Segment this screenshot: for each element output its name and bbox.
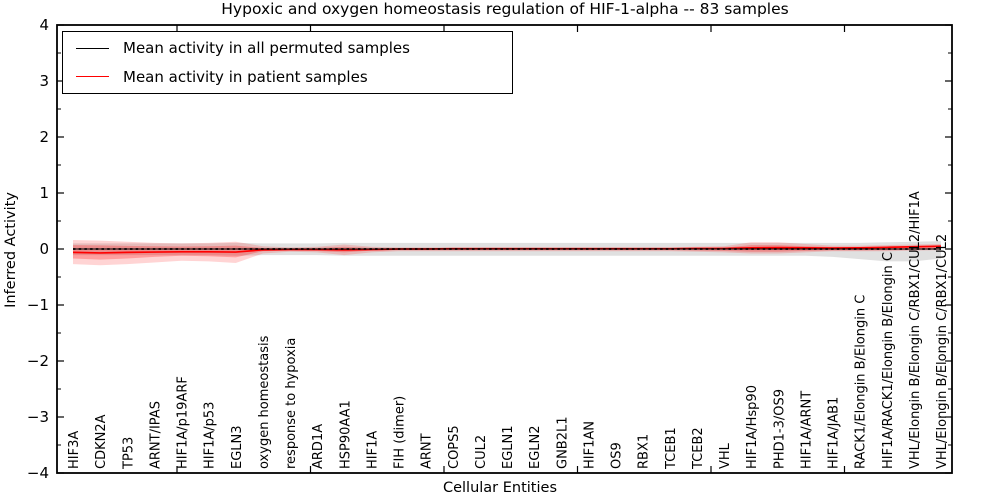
- category-label: HSP90AA1: [338, 400, 353, 469]
- category-label: HIF1A: [365, 431, 380, 469]
- legend: Mean activity in all permuted samples Me…: [62, 31, 513, 94]
- category-label: response to hypoxia: [284, 338, 299, 469]
- category-label: ARNT: [420, 433, 435, 469]
- y-tick-label: −1: [27, 296, 49, 314]
- category-label: HIF3A: [67, 431, 82, 469]
- category-label: OS9: [610, 442, 625, 469]
- category-label: oxygen homeostasis: [257, 335, 272, 469]
- category-label: HIF1A/p19ARF: [176, 376, 191, 469]
- category-label: TP53: [121, 437, 136, 470]
- y-tick-label: −3: [27, 408, 49, 426]
- category-label: HIF1A/ARNT: [799, 391, 814, 469]
- y-tick-label: 3: [39, 72, 49, 90]
- category-label: CUL2: [474, 435, 489, 469]
- y-tick-label: 0: [39, 240, 49, 258]
- permuted-std-band: [73, 241, 941, 262]
- y-tick-label: −4: [27, 464, 49, 482]
- category-label: ARD1A: [311, 424, 326, 469]
- y-tick-label: 4: [39, 16, 49, 34]
- y-tick-label: −2: [27, 352, 49, 370]
- category-label: VHL/Elongin B/Elongin C/RBX1/CUL2: [935, 234, 950, 469]
- category-label: ARNT/IPAS: [148, 401, 163, 469]
- category-label: PHD1-3/OS9: [772, 389, 787, 469]
- category-label: HIF1AN: [582, 421, 597, 469]
- category-label: CDKN2A: [94, 414, 109, 469]
- category-label: GNB2L1: [555, 416, 570, 469]
- y-tick-label: 1: [39, 184, 49, 202]
- category-label: HIF1A/JAB1: [827, 397, 842, 469]
- category-label: VHL: [718, 442, 733, 469]
- legend-line-sample-patient-icon: [76, 76, 109, 78]
- category-label: RACK1/Elongin B/Elongin C: [854, 295, 869, 469]
- category-label: EGLN2: [528, 425, 543, 469]
- chart-title: Hypoxic and oxygen homeostasis regulatio…: [221, 0, 788, 18]
- legend-entry-patient: Mean activity in patient samples: [63, 63, 512, 92]
- category-label: COPS5: [447, 425, 462, 469]
- y-tick-label: 2: [39, 128, 49, 146]
- category-label: TCEB2: [691, 427, 706, 470]
- category-label: RBX1: [637, 434, 652, 469]
- legend-label-patient: Mean activity in patient samples: [123, 67, 368, 86]
- category-label: TCEB1: [664, 427, 679, 470]
- y-axis-label: Inferred Activity: [3, 192, 19, 308]
- legend-entry-permuted: Mean activity in all permuted samples: [63, 34, 512, 63]
- category-label: EGLN3: [230, 425, 245, 469]
- category-label: EGLN1: [501, 425, 516, 469]
- legend-label-permuted: Mean activity in all permuted samples: [123, 39, 410, 58]
- category-label: HIF1A/p53: [203, 402, 218, 469]
- category-label: HIF1A/RACK1/Elongin B/Elongin C: [881, 252, 896, 469]
- legend-line-sample-permuted-icon: [76, 47, 109, 49]
- category-label: HIF1A/Hsp90: [745, 385, 760, 469]
- x-axis-label: Cellular Entities: [443, 480, 557, 496]
- patient-std-band: [73, 240, 941, 266]
- category-label: FIH (dimer): [393, 396, 408, 469]
- category-label: VHL/Elongin B/Elongin C/RBX1/CUL2/HIF1A: [908, 191, 923, 469]
